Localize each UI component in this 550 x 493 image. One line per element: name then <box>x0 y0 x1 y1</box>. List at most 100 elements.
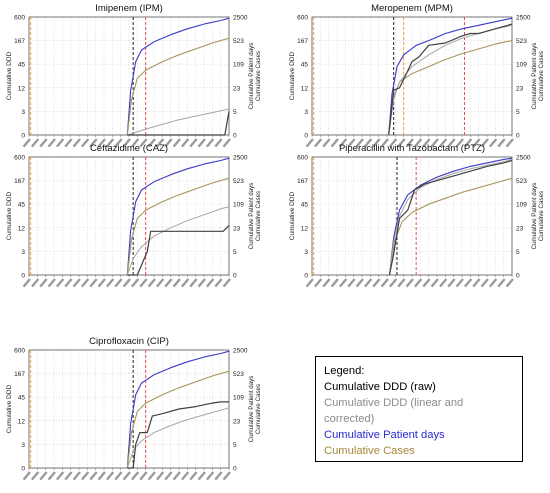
x-tick-label <box>147 278 156 288</box>
x-tick-label <box>30 278 40 288</box>
y-tick-label: 600 <box>14 15 25 22</box>
x-tick-label <box>72 138 81 148</box>
x-tick-label <box>330 278 339 288</box>
x-tick-label <box>463 278 473 288</box>
x-tick-label <box>463 138 473 148</box>
y2-tick-label: 109 <box>516 62 527 69</box>
x-tick-label <box>164 138 173 148</box>
y2-axis-label: Cumulative Cases <box>538 51 545 101</box>
x-tick-label <box>130 278 140 288</box>
y-tick-label: 167 <box>14 38 25 45</box>
y-tick-label: 3 <box>304 249 308 256</box>
x-tick-label <box>97 138 106 148</box>
chart-panel: 600 167 45 12 3 0 2500 523 109 23 5 0 Meropenem (MPM… <box>289 3 545 148</box>
series-line-raw <box>127 224 230 276</box>
x-tick-label <box>64 138 73 148</box>
y2-tick-label: 523 <box>233 371 244 378</box>
legend-item-cases: Cumulative Cases <box>324 445 415 457</box>
x-tick-label <box>105 278 115 288</box>
chart-panel: 600 167 45 12 3 0 2500 523 109 23 5 0 Imipenem (IPM)… <box>6 3 262 148</box>
series-line-patient-days <box>126 350 230 469</box>
x-tick-label <box>22 278 31 288</box>
x-tick-label <box>47 138 56 148</box>
chart-title: Piperacillin with Tazobactam (PTZ) <box>339 143 485 154</box>
x-tick-label <box>39 471 48 481</box>
y2-tick-label: 2500 <box>516 155 531 162</box>
x-tick-label <box>472 278 481 288</box>
x-tick-label <box>413 278 423 288</box>
series-line-cases <box>126 370 230 469</box>
y-tick-label: 12 <box>18 85 26 92</box>
x-tick-label <box>405 138 414 148</box>
chart-panel: 600 167 45 12 3 0 2500 523 109 23 5 0 Ciprofloxacin … <box>6 336 262 481</box>
x-tick-label <box>197 278 206 288</box>
series-line-patient-days <box>126 17 230 136</box>
x-tick-label <box>438 138 448 148</box>
x-tick-label <box>47 278 56 288</box>
y-tick-label: 167 <box>297 38 308 45</box>
x-tick-label <box>397 138 406 148</box>
y-tick-label: 3 <box>21 249 25 256</box>
x-tick-label <box>488 278 498 288</box>
y-tick-label: 0 <box>21 466 25 473</box>
x-tick-label <box>22 138 31 148</box>
x-tick-label <box>197 138 206 148</box>
y-tick-label: 45 <box>18 202 26 209</box>
y2-tick-label: 2500 <box>516 15 531 22</box>
x-tick-label <box>114 278 123 288</box>
y-tick-label: 45 <box>18 62 26 69</box>
y-tick-label: 12 <box>18 418 26 425</box>
x-tick-label <box>105 138 115 148</box>
x-tick-label <box>480 138 489 148</box>
y2-axis-label: Cumulative Patient days <box>531 43 538 110</box>
legend-item-raw: Cumulative DDD (raw) <box>324 381 436 393</box>
y-tick-label: 600 <box>14 155 25 162</box>
y-tick-label: 3 <box>21 442 25 449</box>
x-tick-label <box>380 138 389 148</box>
y-tick-label: 167 <box>14 371 25 378</box>
x-tick-label <box>155 278 165 288</box>
x-tick-label <box>447 138 456 148</box>
x-tick-label <box>338 138 348 148</box>
x-tick-label <box>497 278 506 288</box>
y2-tick-label: 523 <box>233 178 244 185</box>
y-tick-label: 3 <box>304 109 308 116</box>
x-tick-label <box>22 471 31 481</box>
x-tick-label <box>405 278 414 288</box>
chart-title: Ciprofloxacin (CIP) <box>89 336 169 347</box>
y2-tick-label: 0 <box>233 466 237 473</box>
y-tick-label: 0 <box>21 273 25 280</box>
y2-tick-label: 5 <box>233 442 237 449</box>
x-tick-label <box>363 278 373 288</box>
x-tick-label <box>122 471 131 481</box>
y2-tick-label: 523 <box>516 178 527 185</box>
x-tick-label <box>430 278 439 288</box>
y-tick-label: 45 <box>18 395 26 402</box>
x-tick-label <box>147 471 156 481</box>
x-tick-label <box>313 278 323 288</box>
y2-tick-label: 23 <box>233 225 241 232</box>
y2-tick-label: 5 <box>516 249 520 256</box>
series-line-raw <box>388 159 513 276</box>
x-tick-label <box>388 138 398 148</box>
x-tick-label <box>72 278 81 288</box>
y2-tick-label: 5 <box>233 249 237 256</box>
x-tick-label <box>222 138 231 148</box>
y2-tick-label: 5 <box>233 109 237 116</box>
x-tick-label <box>97 278 106 288</box>
y2-tick-label: 0 <box>516 273 520 280</box>
x-tick-label <box>422 138 431 148</box>
x-tick-label <box>89 138 98 148</box>
series-line-corrected <box>126 407 230 469</box>
x-tick-label <box>438 278 448 288</box>
x-tick-label <box>363 138 373 148</box>
x-tick-label <box>114 471 123 481</box>
x-tick-label <box>205 471 215 481</box>
x-tick-label <box>64 471 73 481</box>
series-line-patient-days <box>388 157 513 276</box>
x-tick-label <box>164 278 173 288</box>
x-tick-label <box>89 278 98 288</box>
x-tick-label <box>105 471 115 481</box>
y2-axis-label: Cumulative Patient days <box>248 376 255 443</box>
